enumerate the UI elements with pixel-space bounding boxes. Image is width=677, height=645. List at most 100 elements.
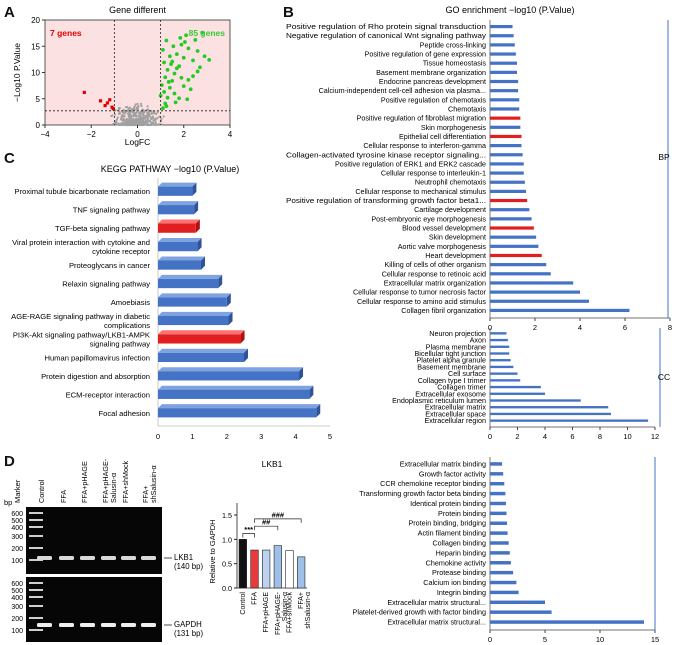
kegg-category-label: Relaxin signaling pathway bbox=[62, 280, 150, 289]
ladder-size-label: 100 bbox=[11, 558, 23, 565]
up-gene-count: 85 genes bbox=[189, 28, 226, 38]
ns-point bbox=[138, 112, 141, 115]
go-category-label: Extracellular matrix binding bbox=[400, 459, 486, 468]
go-category-label: CCR chemokine receptor binding bbox=[380, 479, 486, 488]
up-point bbox=[191, 74, 195, 79]
lkb1-title: LKB1 bbox=[262, 459, 283, 469]
go-bar bbox=[490, 511, 507, 516]
ladder-band bbox=[29, 512, 43, 514]
ns-point bbox=[122, 123, 125, 127]
gel-lane-label: shSalusin-α bbox=[149, 465, 158, 503]
lkb1-y-tick-label: 1.5 bbox=[222, 511, 232, 520]
go-x-tick-label: 8 bbox=[598, 432, 602, 441]
ns-point bbox=[135, 114, 138, 117]
up-point bbox=[165, 67, 170, 72]
kegg-bar-side bbox=[197, 238, 202, 252]
go-category-label: Aortic valve morphogenesis bbox=[398, 242, 487, 251]
go-category-label: Neutrophil chemotaxis bbox=[415, 178, 487, 187]
go-bar bbox=[490, 462, 503, 466]
kegg-bar bbox=[158, 278, 219, 289]
kegg-category-label: Protein digestion and absorption bbox=[41, 372, 150, 381]
ns-point bbox=[156, 117, 159, 120]
kegg-category-label: signaling pathway bbox=[90, 339, 151, 348]
panel-label-c: C bbox=[4, 150, 15, 167]
kegg-bar bbox=[158, 186, 193, 196]
go-bar bbox=[490, 379, 521, 382]
ns-point bbox=[126, 112, 130, 115]
ns-point bbox=[128, 107, 131, 110]
y-tick-label: 0 bbox=[36, 121, 41, 130]
go-category-label: Positive regulation of gene expression bbox=[365, 50, 486, 59]
go-x-tick-label: 10 bbox=[596, 635, 604, 644]
go-bar bbox=[490, 590, 519, 595]
gel-band bbox=[101, 556, 116, 560]
kegg-x-tick-label: 1 bbox=[190, 432, 194, 441]
ns-point bbox=[130, 123, 133, 126]
go-x-tick-label: 4 bbox=[578, 323, 582, 332]
ns-point bbox=[160, 117, 163, 120]
lkb1-y-tick-label: 0.5 bbox=[222, 560, 232, 569]
gel-bp-label: bp bbox=[4, 498, 12, 507]
kegg-bar-side bbox=[299, 367, 304, 381]
kegg-x-tick-label: 2 bbox=[225, 432, 229, 441]
go-bar bbox=[490, 332, 507, 335]
go-bar bbox=[490, 620, 644, 624]
go-category-label: Blood vessel development bbox=[402, 224, 486, 233]
gel-band bbox=[80, 623, 95, 627]
go-category-label: Positive regulation of Rho protein signa… bbox=[286, 22, 486, 31]
ns-point bbox=[135, 118, 138, 121]
up-point bbox=[193, 38, 198, 42]
kegg-bar-top bbox=[158, 330, 245, 335]
lkb1-category-label: shSalusin-α bbox=[305, 592, 310, 629]
lkb1-bar bbox=[262, 549, 271, 589]
kegg-bar bbox=[158, 223, 196, 233]
go-bar bbox=[490, 253, 542, 258]
kegg-category-label: Viral protein interaction with cytokine … bbox=[12, 238, 150, 247]
ns-point bbox=[127, 123, 130, 127]
go-bar bbox=[490, 412, 611, 416]
up-point bbox=[172, 71, 177, 76]
ns-point bbox=[116, 116, 119, 119]
go-category-label: Collagen binding bbox=[432, 539, 486, 548]
go-category-label: Killing of cells of other organism bbox=[385, 260, 486, 269]
band-size: (131 bp) bbox=[174, 629, 203, 638]
up-point bbox=[174, 66, 179, 71]
y-axis-label: −Log10 P.Value bbox=[12, 43, 22, 102]
go-category-label: Cartilage development bbox=[414, 205, 486, 214]
gel-band bbox=[121, 623, 136, 627]
up-point bbox=[179, 75, 184, 80]
go-bar bbox=[490, 359, 511, 362]
significance-bracket bbox=[254, 525, 279, 531]
ladder-size-label: 400 bbox=[11, 595, 23, 602]
go-category-label: Cellular response to interleukin-1 bbox=[381, 169, 486, 178]
gel-lane-label: FFA+shMock bbox=[121, 460, 130, 503]
go-x-tick-label: 8 bbox=[668, 323, 672, 332]
go-category-label: Protease binding bbox=[432, 568, 486, 577]
ns-point bbox=[135, 106, 138, 109]
lkb1-category-label: FFA+ bbox=[298, 592, 305, 609]
go-bar bbox=[490, 501, 506, 506]
kegg-bar-side bbox=[226, 293, 231, 307]
go-category-label: Platelet alpha granule bbox=[416, 356, 486, 365]
go-group-label: CC bbox=[658, 372, 670, 382]
ladder-band bbox=[29, 535, 43, 537]
up-point bbox=[185, 97, 190, 102]
ns-point bbox=[155, 112, 158, 116]
go-bar bbox=[490, 107, 520, 111]
go-category-label: Basement membrane bbox=[417, 362, 486, 371]
panel-label-d: D bbox=[4, 453, 15, 470]
lkb1-bar-chart: LKB1 0.0 0.5 1.0 1.5 Control FFA FFA+pHAGE FFA+p… bbox=[208, 459, 310, 635]
go-bar bbox=[490, 610, 552, 614]
go-category-label: Protein binding, bridging bbox=[408, 519, 486, 528]
lkb1-bar bbox=[238, 539, 247, 589]
up-point bbox=[171, 44, 176, 49]
up-point bbox=[161, 48, 165, 52]
kegg-bar bbox=[158, 408, 317, 418]
y-tick-label: 20 bbox=[31, 16, 40, 25]
go-bar bbox=[490, 24, 513, 29]
go-bar bbox=[490, 472, 504, 476]
ladder-band bbox=[29, 547, 43, 549]
go-bar bbox=[490, 406, 609, 409]
ns-point bbox=[146, 105, 149, 108]
ladder-size-label: 100 bbox=[11, 628, 23, 635]
